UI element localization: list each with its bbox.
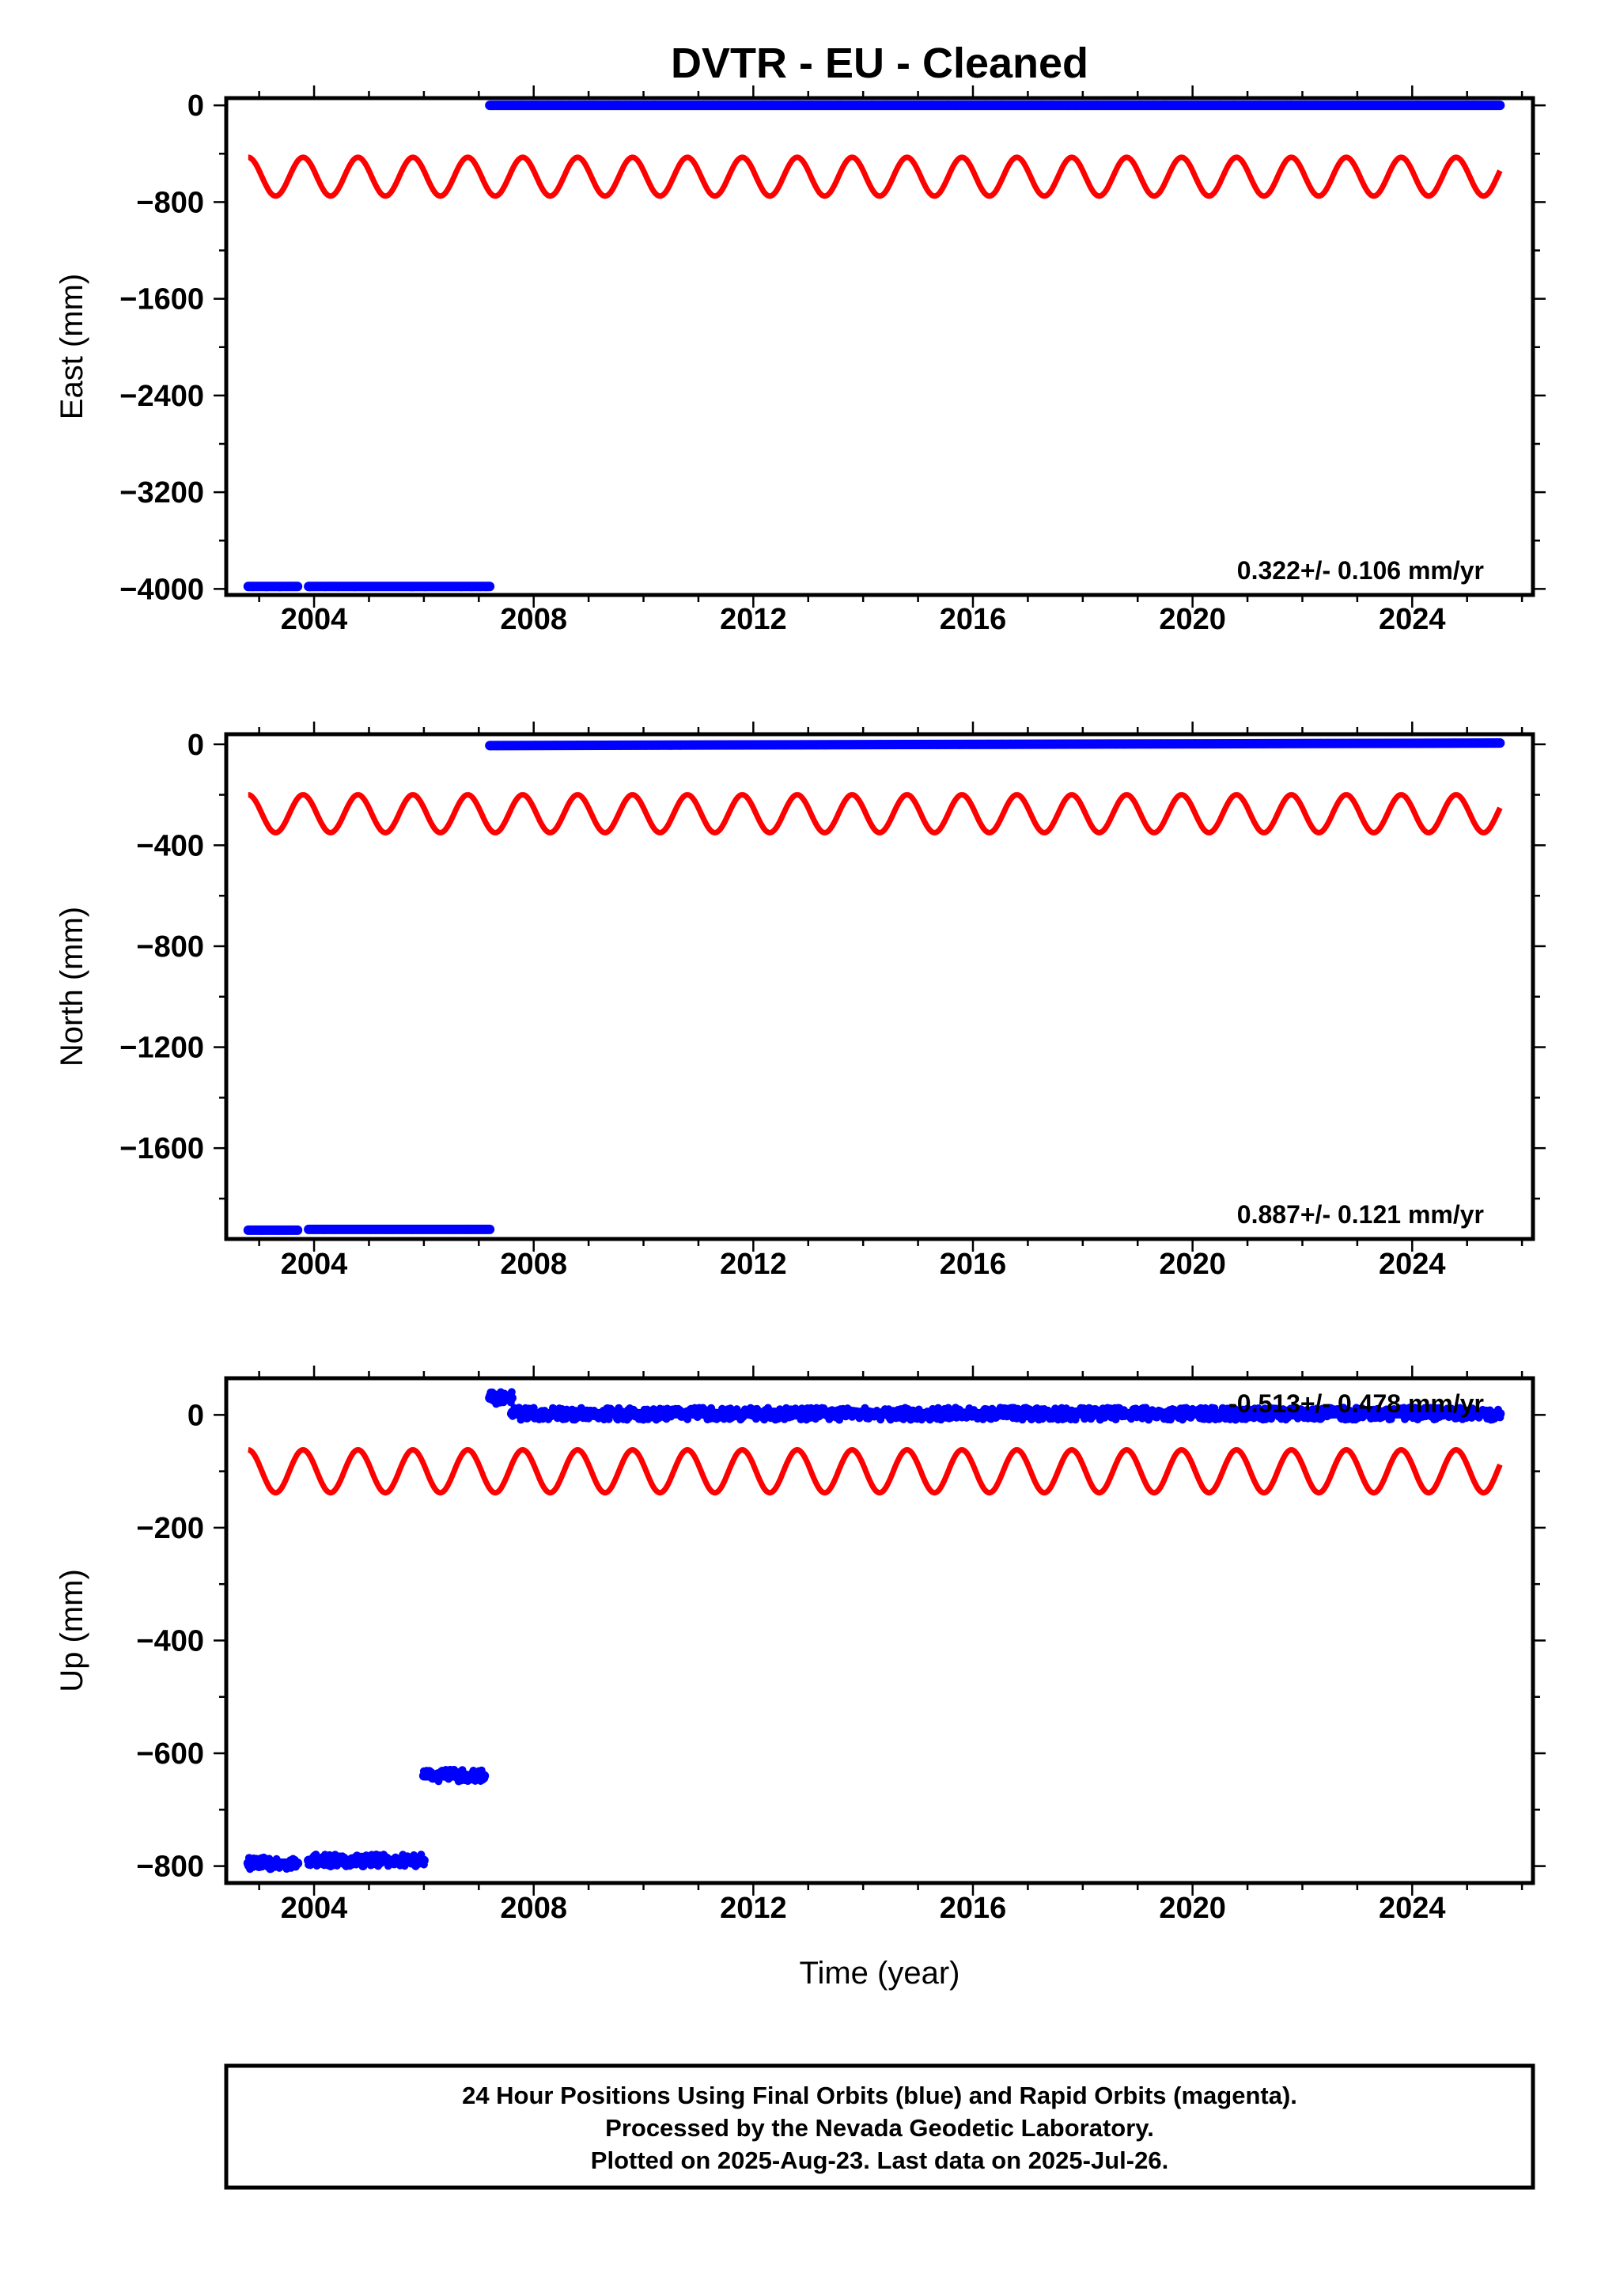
data-point <box>486 583 494 592</box>
y-tick-label: −800 <box>136 186 204 219</box>
plot-area <box>243 100 1505 592</box>
y-axis-label: North (mm) <box>55 907 89 1067</box>
x-axis-label: Time (year) <box>800 1956 960 1991</box>
data-point <box>683 1415 692 1423</box>
x-tick-label: 2008 <box>500 1248 567 1281</box>
data-point <box>419 1860 428 1869</box>
y-tick-label: −1600 <box>119 1132 204 1165</box>
position-segment <box>243 1853 303 1874</box>
data-point <box>835 1415 844 1424</box>
footer-line-2: Processed by the Nevada Geodetic Laborat… <box>605 2114 1154 2142</box>
x-tick-label: 2024 <box>1379 1892 1446 1925</box>
seasonal-model-line <box>248 154 1503 199</box>
position-segment <box>418 1765 490 1786</box>
position-segment <box>243 1225 303 1235</box>
y-tick-label: 0 <box>187 729 204 762</box>
chart-title: DVTR - EU - Cleaned <box>671 40 1088 87</box>
up-panel: 2004 2008 2012 2016 2020 2024 0 −200 −400 −600 −80… <box>55 1366 1546 1925</box>
data-point <box>529 1404 538 1412</box>
y-tick-label: −2400 <box>119 380 204 413</box>
y-tick-label: 0 <box>187 89 204 123</box>
data-point <box>434 1777 443 1786</box>
data-point <box>1210 1404 1219 1412</box>
y-tick-label: −1600 <box>119 283 204 316</box>
x-tick-label: 2004 <box>281 1248 348 1281</box>
velocity-text: -0.513+/- 0.478 mm/yr <box>1228 1389 1484 1418</box>
plot-frame <box>224 1376 1535 1885</box>
north-panel: 2004 2008 2012 2016 2020 2024 0 −400 −800 −1200 −1… <box>55 722 1546 1281</box>
x-tick-label: 2012 <box>720 1248 787 1281</box>
x-tick-label: 2004 <box>281 1892 348 1925</box>
velocity-text: 0.887+/- 0.121 mm/yr <box>1237 1200 1484 1229</box>
y-tick-label: −400 <box>136 1624 204 1658</box>
seasonal-model-line <box>248 1446 1503 1496</box>
y-tick-label: −800 <box>136 1851 204 1884</box>
plot-area <box>243 1388 1505 1874</box>
seasonal-model-line <box>248 792 1503 835</box>
position-segment <box>485 738 1505 751</box>
x-tick-label: 2016 <box>940 603 1007 636</box>
data-point <box>293 1859 302 1868</box>
velocity-text: 0.322+/- 0.106 mm/yr <box>1237 556 1484 585</box>
footer-box: 24 Hour Positions Using Final Orbits (bl… <box>224 2063 1535 2190</box>
position-segment <box>485 1388 517 1408</box>
x-tick-label: 2016 <box>940 1248 1007 1281</box>
y-tick-label: −400 <box>136 829 204 862</box>
data-point <box>293 1226 302 1233</box>
position-segment <box>243 582 303 592</box>
y-tick-label: −3200 <box>119 476 204 510</box>
y-tick-label: 0 <box>187 1399 204 1432</box>
data-point <box>1496 740 1504 748</box>
data-point <box>1496 101 1504 110</box>
data-point <box>1313 1404 1321 1413</box>
position-segment <box>304 1851 429 1871</box>
footer-line-1: 24 Hour Positions Using Final Orbits (bl… <box>462 2082 1297 2109</box>
y-axis-label: Up (mm) <box>55 1569 89 1692</box>
y-tick-label: −1200 <box>119 1032 204 1065</box>
footer-line-3: Plotted on 2025-Aug-23. Last data on 202… <box>591 2146 1168 2174</box>
x-tick-label: 2024 <box>1379 603 1446 636</box>
data-point <box>507 1388 516 1396</box>
y-tick-label: −800 <box>136 930 204 964</box>
y-axis-label: East (mm) <box>55 274 89 419</box>
x-tick-label: 2020 <box>1159 1892 1226 1925</box>
x-tick-label: 2004 <box>281 603 348 636</box>
plot-frame <box>224 732 1535 1241</box>
data-point <box>293 582 302 591</box>
x-tick-label: 2012 <box>720 1892 787 1925</box>
data-point <box>1496 1413 1504 1422</box>
plot-area <box>243 738 1505 1235</box>
data-point <box>480 1774 489 1783</box>
position-segment <box>485 100 1505 111</box>
position-segment <box>304 582 495 592</box>
data-point <box>1025 1405 1034 1414</box>
x-tick-label: 2020 <box>1159 1248 1226 1281</box>
x-tick-label: 2012 <box>720 603 787 636</box>
y-tick-label: −200 <box>136 1512 204 1545</box>
data-point <box>506 1398 515 1407</box>
position-segment <box>304 1224 495 1234</box>
position-segment <box>506 1404 1505 1424</box>
x-tick-label: 2016 <box>940 1892 1007 1925</box>
x-tick-label: 2008 <box>500 603 567 636</box>
y-tick-label: −600 <box>136 1737 204 1771</box>
x-tick-label: 2020 <box>1159 603 1226 636</box>
x-tick-label: 2024 <box>1379 1248 1446 1281</box>
x-tick-label: 2008 <box>500 1892 567 1925</box>
east-panel: 2004 2008 2012 2016 2020 2024 0 −800 −1600 −2400 −… <box>55 85 1546 636</box>
data-point <box>486 1225 494 1233</box>
y-tick-label: −4000 <box>119 573 204 606</box>
